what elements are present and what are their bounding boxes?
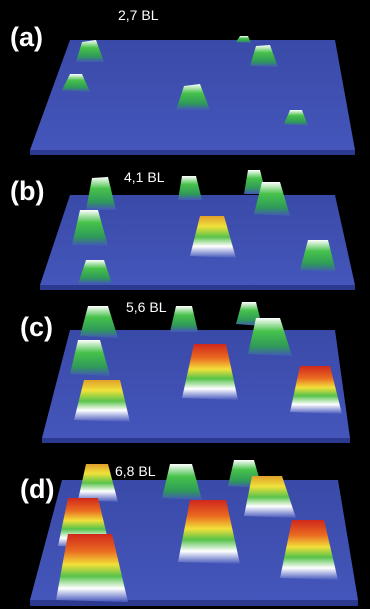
island <box>56 534 128 602</box>
island <box>244 476 296 518</box>
island <box>190 216 236 258</box>
substrate-edge <box>30 600 358 606</box>
island <box>254 182 290 216</box>
substrate-edge <box>40 285 355 290</box>
surface-plot-d <box>30 460 358 606</box>
surface-plot-c <box>42 302 350 443</box>
island <box>280 520 338 580</box>
panel-label: (d) <box>20 474 55 504</box>
island <box>76 40 104 62</box>
island <box>70 340 110 376</box>
island <box>236 36 251 43</box>
island <box>178 500 240 564</box>
island <box>80 306 118 338</box>
island <box>250 45 278 67</box>
island <box>284 110 308 126</box>
panel-label: (b) <box>10 176 45 206</box>
island <box>176 84 210 110</box>
island <box>62 74 90 92</box>
substrate-edge <box>42 438 350 443</box>
island <box>300 240 336 272</box>
island <box>74 380 130 422</box>
panel-b: (b) 4,1 BL <box>0 160 370 300</box>
coverage-label: 4,1 BL <box>124 169 165 185</box>
coverage-label: 5,6 BL <box>126 299 167 315</box>
panel-d: (d) 6,8 BL <box>0 450 370 609</box>
island <box>248 318 292 356</box>
panel-label: (c) <box>20 312 53 342</box>
island <box>162 464 202 500</box>
substrate-edge <box>30 150 355 155</box>
panel-a: (a) 2,7 BL <box>0 0 370 160</box>
island <box>170 306 198 332</box>
coverage-label: 6,8 BL <box>115 463 156 479</box>
surface-plot-a <box>30 36 355 155</box>
coverage-label: 2,7 BL <box>118 7 159 23</box>
panel-label: (a) <box>10 22 43 52</box>
island <box>78 464 118 502</box>
island <box>72 210 108 246</box>
panel-c: (c) 5,6 BL <box>0 300 370 450</box>
island <box>178 176 202 200</box>
island <box>78 260 112 284</box>
island <box>86 177 116 210</box>
island <box>182 344 238 400</box>
island <box>236 302 262 326</box>
surface-plot-b <box>40 170 355 290</box>
island <box>290 366 342 414</box>
